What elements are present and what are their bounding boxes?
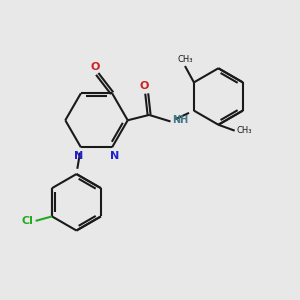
Text: N: N xyxy=(110,151,120,161)
Text: NH: NH xyxy=(172,115,188,125)
Text: Cl: Cl xyxy=(21,216,33,226)
Text: N: N xyxy=(74,151,83,161)
Text: O: O xyxy=(90,61,100,72)
Text: CH₃: CH₃ xyxy=(236,126,252,135)
Text: CH₃: CH₃ xyxy=(177,55,193,64)
Text: O: O xyxy=(140,81,149,91)
